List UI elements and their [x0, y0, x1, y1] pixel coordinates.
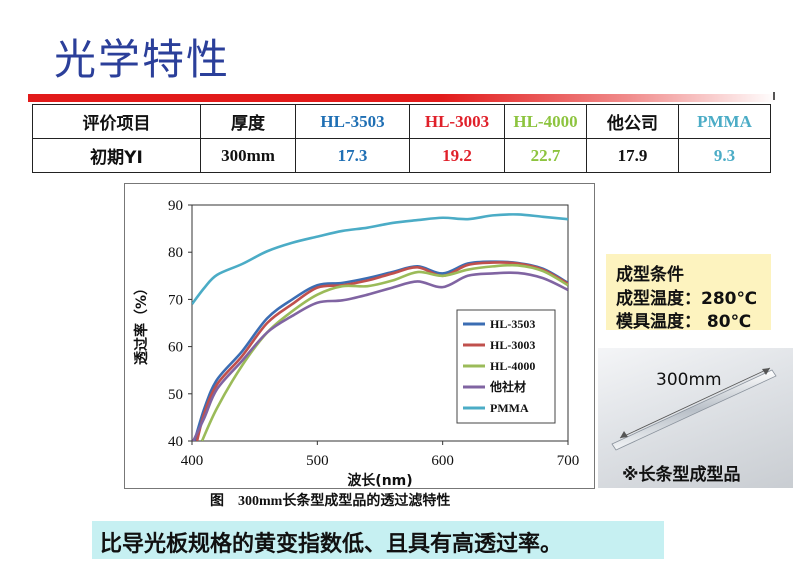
- legend-label: HL-3003: [490, 338, 535, 352]
- table-header-cell: 厚度: [200, 104, 296, 139]
- conditions-title: 成型条件: [616, 265, 684, 285]
- table-cell: 300mm: [200, 138, 296, 173]
- transmittance-chart: 40 50 60 70 80 90 400 500 600 700 波长(nm) 透过率（%） HL-3…: [133, 198, 580, 489]
- table-header-cell: PMMA: [678, 104, 771, 139]
- chart-caption: 图 300mm长条型成型品的透过滤特性: [210, 494, 451, 509]
- y-tick-label: 90: [168, 198, 183, 214]
- table-cell: 17.9: [586, 138, 679, 173]
- y-axis-label: 透过率（%）: [133, 281, 150, 365]
- y-tick-label: 50: [168, 387, 183, 403]
- table-cell: 初期YI: [32, 138, 201, 173]
- table-header-cell: 评价项目: [32, 104, 201, 139]
- legend-label: HL-4000: [490, 359, 535, 373]
- series-line: [192, 213, 568, 305]
- legend-label: 他社材: [489, 379, 526, 394]
- summary-band: 比导光板规格的黄变指数低、且具有高透过率。: [92, 521, 664, 559]
- x-axis-label: 波长(nm): [347, 472, 412, 488]
- photo-note: ※长条型成型品: [622, 465, 741, 485]
- x-tick-label: 600: [431, 453, 454, 469]
- table-cell: 17.3: [295, 138, 410, 173]
- title-underline: [28, 94, 776, 102]
- table-header-cell: HL-3503: [295, 104, 410, 139]
- conditions-line: 成型温度：280℃: [616, 289, 758, 309]
- x-tick-label: 500: [306, 453, 329, 469]
- table-row: 初期YI 300mm 17.3 19.2 22.7 17.9 9.3: [32, 138, 771, 173]
- length-label: 300mm: [656, 370, 722, 390]
- table-header-row: 评价项目 厚度 HL-3503 HL-3003 HL-4000 他公司 PMMA: [32, 104, 771, 139]
- y-tick-label: 80: [168, 245, 183, 261]
- table-cell: 22.7: [504, 138, 587, 173]
- spec-table: 评价项目 厚度 HL-3503 HL-3003 HL-4000 他公司 PMMA…: [32, 104, 771, 173]
- molding-conditions-box: 成型条件 成型温度：280℃ 模具温度： 80℃: [606, 254, 771, 332]
- corner-tick: [773, 92, 775, 100]
- table-header-cell: HL-3003: [409, 104, 505, 139]
- y-tick-label: 40: [168, 434, 183, 450]
- slide-title: 光学特性: [54, 35, 231, 84]
- conditions-line: 模具温度： 80℃: [616, 312, 752, 332]
- legend-label: PMMA: [490, 401, 529, 415]
- molded-bar-image: [611, 367, 777, 451]
- series-line: [192, 271, 568, 441]
- summary-text: 比导光板规格的黄变指数低、且具有高透过率。: [100, 532, 563, 557]
- series-line: [195, 261, 568, 441]
- x-tick-label: 700: [557, 453, 580, 469]
- chart-frame: 40 50 60 70 80 90 400 500 600 700 波长(nm) 透过率（%） HL-3…: [124, 183, 595, 489]
- x-tick-label: 400: [181, 453, 204, 469]
- y-tick-label: 60: [168, 340, 183, 356]
- table-header-cell: HL-4000: [504, 104, 587, 139]
- y-tick-label: 70: [168, 292, 183, 308]
- legend-label: HL-3503: [490, 317, 535, 331]
- table-cell: 19.2: [409, 138, 505, 173]
- table-cell: 9.3: [678, 138, 771, 173]
- table-header-cell: 他公司: [586, 104, 679, 139]
- molded-part-photo: 300mm ※长条型成型品: [598, 348, 793, 488]
